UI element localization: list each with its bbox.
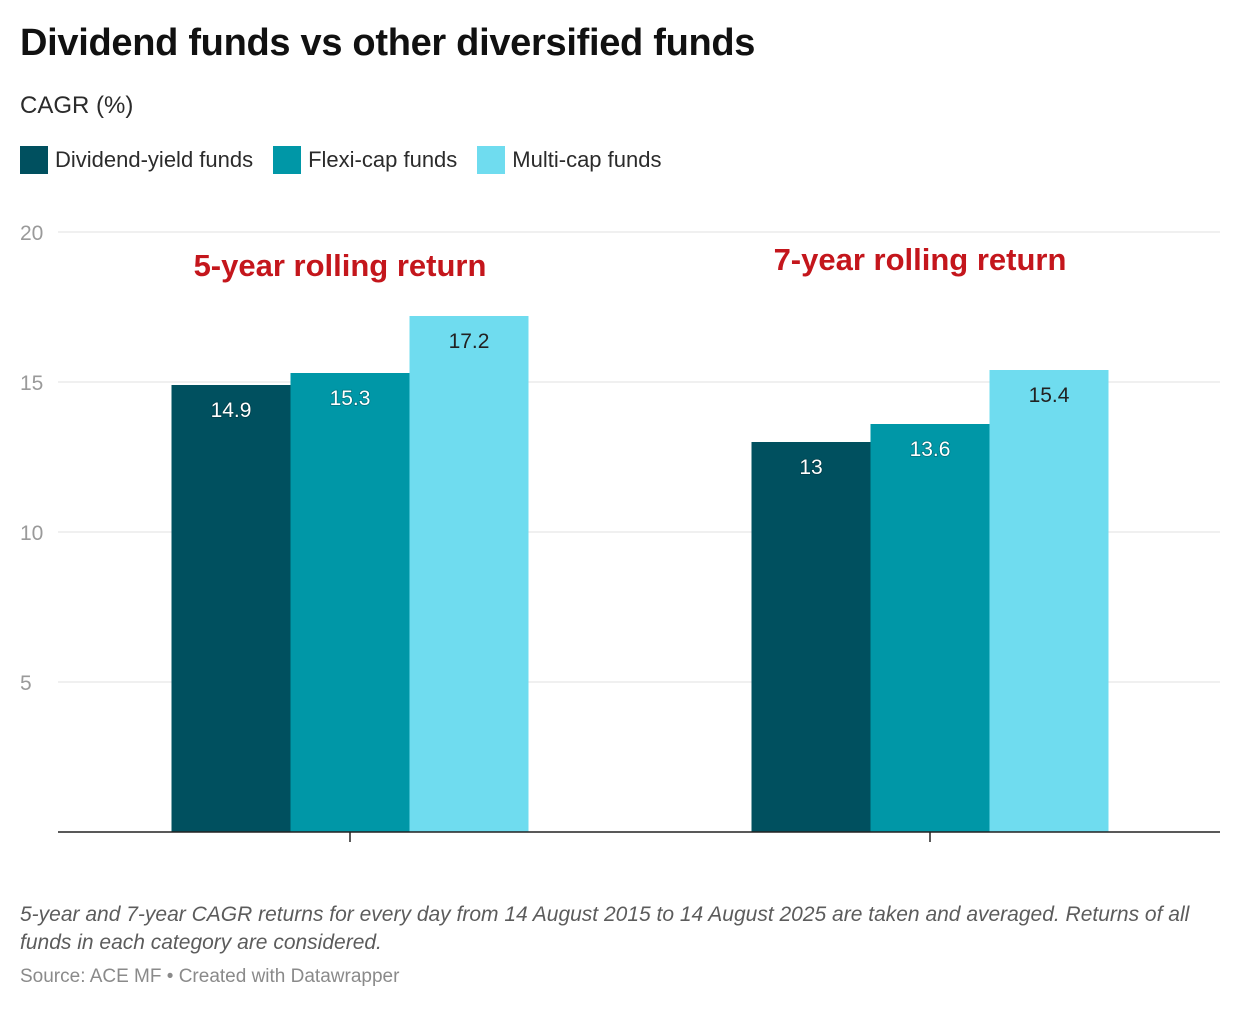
y-tick-label-20: 20 [20, 222, 43, 245]
bar-5yr-dividend-yield-funds [171, 385, 291, 832]
y-tick-label-10: 10 [20, 522, 43, 545]
bar-value-label: 13 [799, 456, 822, 479]
y-tick-label-5: 5 [20, 672, 32, 695]
legend-label-dividend-yield: Dividend-yield funds [55, 147, 254, 172]
legend-swatch-multi-cap [477, 146, 506, 174]
footnote: 5-year and 7-year CAGR returns for every… [20, 903, 1190, 954]
bar-5yr-multi-cap-funds [409, 316, 529, 832]
bar-7yr-dividend-yield-funds [751, 442, 871, 832]
legend-swatch-flexi-cap [273, 146, 302, 174]
bar-7yr-multi-cap-funds [989, 370, 1109, 832]
bar-value-label: 17.2 [449, 330, 490, 353]
bars [171, 316, 1109, 832]
legend-swatch-dividend-yield [20, 146, 48, 174]
bar-value-label: 15.4 [1029, 384, 1070, 407]
legend: Dividend-yield funds Flexi-cap funds Mul… [20, 146, 681, 174]
bar-5yr-flexi-cap-funds [290, 373, 410, 832]
bar-7yr-flexi-cap-funds [870, 424, 990, 832]
bar-value-labels: 14.9 15.3 17.2 13 13.6 15.4 [210, 330, 1070, 480]
legend-item-flexi-cap: Flexi-cap funds [273, 146, 457, 174]
legend-label-multi-cap: Multi-cap funds [512, 147, 662, 172]
category-label-5yr: 5-year rolling return [194, 248, 487, 283]
legend-item-dividend-yield: Dividend-yield funds [20, 146, 253, 174]
y-tick-label-15: 15 [20, 372, 43, 395]
x-axis [58, 831, 1220, 842]
chart-subtitle: CAGR (%) [20, 92, 134, 119]
y-axis-tick-labels: 5 10 15 20 [20, 222, 43, 695]
bar-chart: 5 10 15 20 14.9 15.3 17.2 13 13.6 15.4 5-year ro… [20, 222, 1220, 842]
bar-value-label: 14.9 [211, 399, 252, 422]
legend-label-flexi-cap: Flexi-cap funds [308, 147, 458, 172]
bar-value-label: 15.3 [330, 387, 371, 410]
category-label-7yr: 7-year rolling return [774, 242, 1067, 277]
chart-title: Dividend funds vs other diversified fund… [20, 22, 756, 64]
source-credit: Source: ACE MF • Created with Datawrappe… [20, 966, 400, 987]
bar-value-label: 13.6 [910, 438, 951, 461]
category-annotations: 5-year rolling return 7-year rolling retu… [194, 242, 1067, 283]
legend-item-multi-cap: Multi-cap funds [477, 146, 661, 174]
